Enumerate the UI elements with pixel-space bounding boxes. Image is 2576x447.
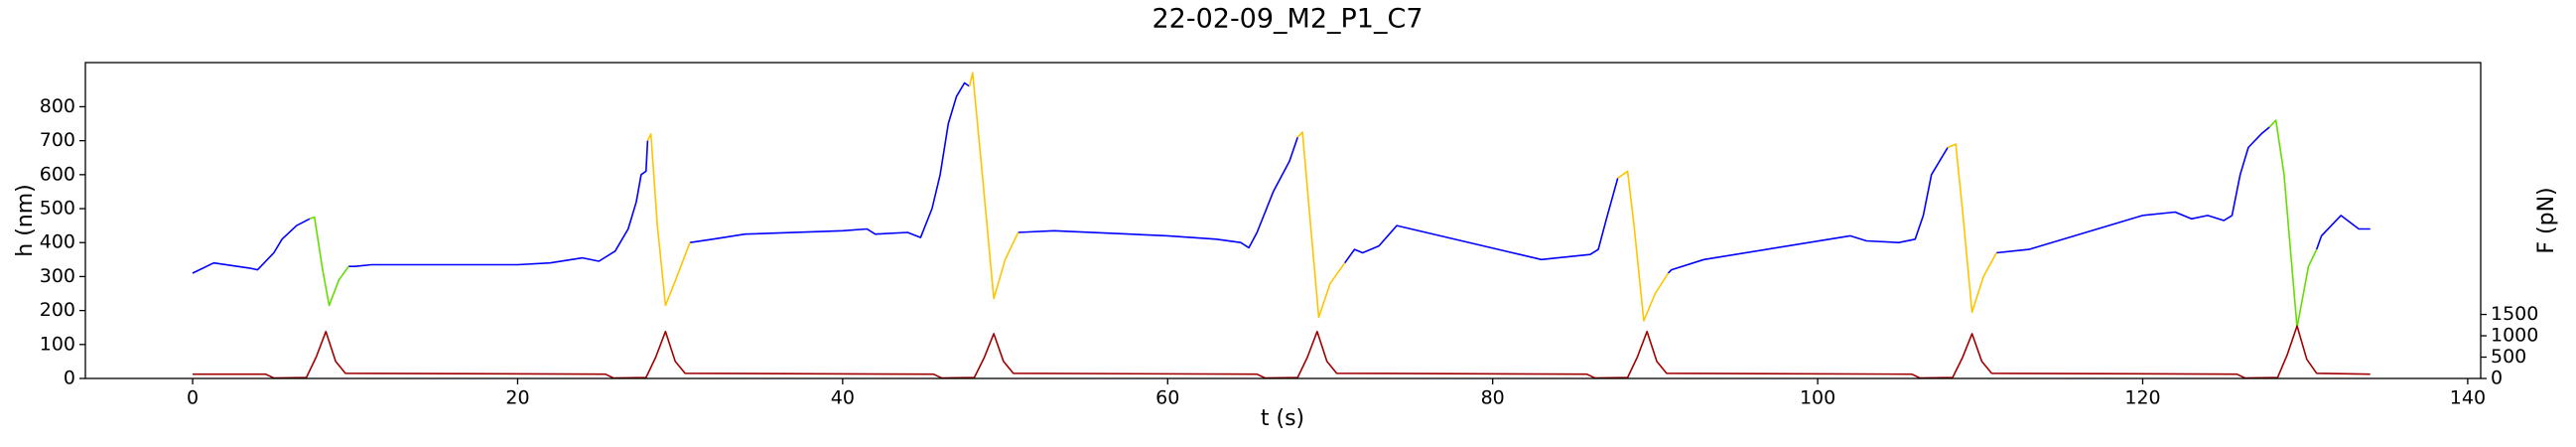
y-tick-label: 400 xyxy=(40,231,75,253)
x-tick-label: 100 xyxy=(1800,387,1835,409)
series-line xyxy=(309,119,2318,329)
y-axis-label: h (nm) xyxy=(13,184,38,256)
y2-tick-label: 500 xyxy=(2491,346,2526,368)
series-line xyxy=(193,325,2371,379)
y-tick-label: 200 xyxy=(40,299,75,321)
y-tick-label: 100 xyxy=(40,333,75,355)
x-tick-label: 0 xyxy=(187,387,199,409)
y-tick-label: 300 xyxy=(40,265,75,287)
x-tick-label: 60 xyxy=(1155,387,1179,409)
series-line xyxy=(192,81,2371,274)
chart-title: 22-02-09_M2_P1_C7 xyxy=(1152,4,1423,35)
y2-axis-label: F (pN) xyxy=(2534,187,2559,253)
x-tick-label: 120 xyxy=(2124,387,2160,409)
y-tick-label: 500 xyxy=(40,198,75,220)
x-tick-label: 80 xyxy=(1481,387,1505,409)
y2-tick-label: 0 xyxy=(2491,368,2503,389)
y-tick-label: 0 xyxy=(64,368,75,389)
x-axis-label: t (s) xyxy=(1261,406,1304,431)
y-tick-label: 800 xyxy=(40,95,75,117)
plot-frame xyxy=(84,62,2482,379)
x-tick-label: 20 xyxy=(505,387,529,409)
y2-tick-label: 1000 xyxy=(2491,325,2538,347)
y-tick-label: 600 xyxy=(40,163,75,185)
series-line xyxy=(646,72,1997,322)
y-tick-label: 700 xyxy=(40,129,75,151)
x-tick-label: 40 xyxy=(831,387,855,409)
y2-tick-label: 1500 xyxy=(2491,303,2538,325)
x-tick-label: 140 xyxy=(2450,387,2486,409)
